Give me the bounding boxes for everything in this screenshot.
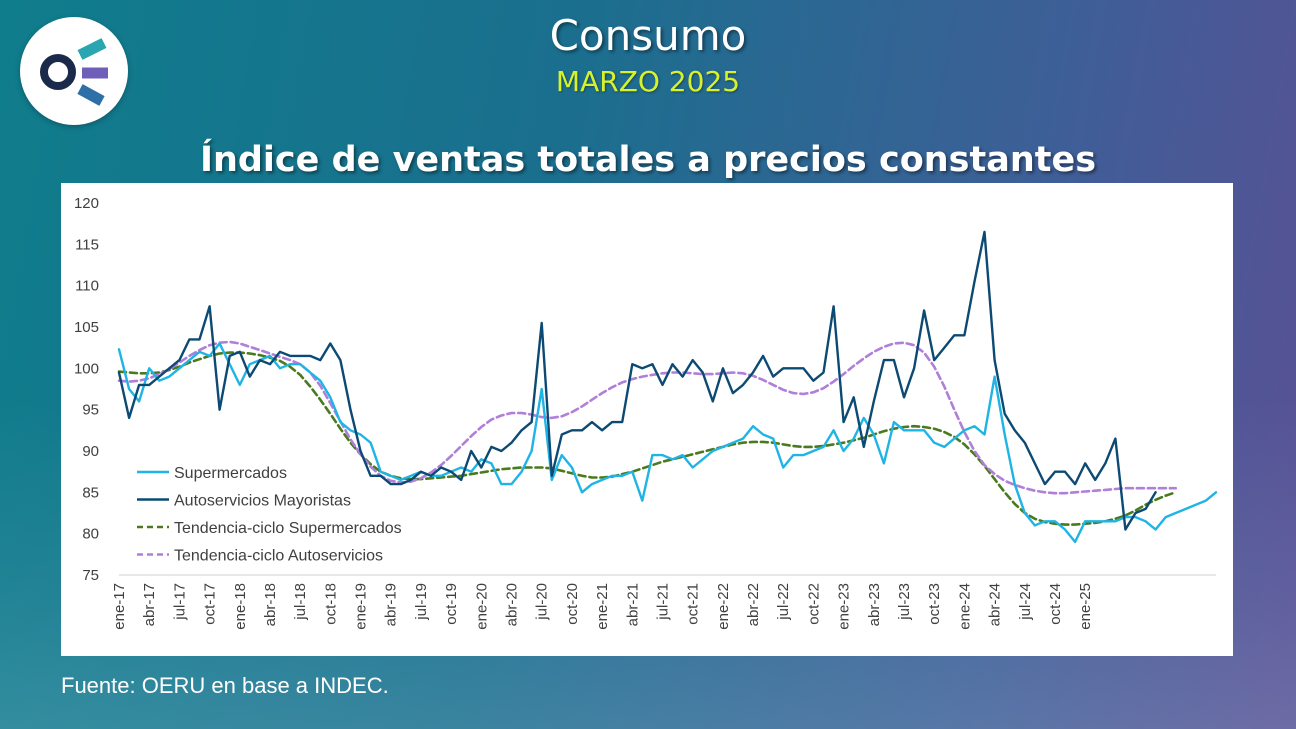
- x-tick-label: abr-18: [262, 583, 279, 626]
- x-tick-label: jul-24: [1017, 583, 1034, 621]
- x-tick-label: ene-25: [1077, 583, 1094, 630]
- legend-label: Supermercados: [174, 465, 287, 482]
- x-tick-label: ene-24: [956, 583, 973, 630]
- chart-panel: 75 80 85 90 95 100 105 110 115 120 ene-17 abr-17 ju…: [61, 183, 1233, 656]
- y-tick-label: 85: [82, 484, 99, 501]
- x-tick-label: ene-23: [836, 583, 853, 630]
- x-tick-label: ene-17: [111, 583, 128, 630]
- x-tick-label: ene-22: [715, 583, 732, 630]
- x-tick-label: jul-21: [654, 583, 671, 621]
- series-line-3: [117, 340, 1177, 495]
- y-tick-label: 80: [82, 526, 99, 543]
- x-tick-label: oct-22: [805, 583, 822, 625]
- y-tick-label: 75: [82, 567, 99, 584]
- x-tick-label: jul-23: [896, 583, 913, 621]
- header-title: Consumo: [549, 11, 747, 60]
- line-chart: 75 80 85 90 95 100 105 110 115 120 ene-17 abr-17 ju…: [74, 195, 1218, 630]
- x-tick-label: jul-18: [292, 583, 309, 621]
- legend: Supermercados Autoservicios Mayoristas Ten…: [137, 465, 402, 565]
- legend-label: Autoservicios Mayoristas: [174, 493, 351, 510]
- header-subtitle: MARZO 2025: [555, 65, 741, 98]
- y-tick-label: 90: [82, 443, 99, 460]
- x-tick-label: oct-19: [443, 583, 460, 625]
- x-tick-label: oct-17: [202, 583, 219, 625]
- x-tick-label: oct-23: [926, 583, 943, 625]
- x-tick-label: jul-19: [413, 583, 430, 621]
- y-tick-label: 115: [75, 236, 99, 253]
- x-tick-label: abr-21: [624, 583, 641, 626]
- oeru-logo-icon: [40, 38, 108, 106]
- x-tick-label: jul-17: [171, 583, 188, 621]
- series-line-1: [117, 230, 1157, 531]
- x-tick-label: jul-20: [534, 583, 551, 621]
- legend-label: Tendencia-ciclo Autoservicios: [174, 548, 383, 565]
- x-tick-label: oct-21: [685, 583, 702, 625]
- x-tick-label: oct-20: [564, 583, 581, 625]
- oeru-logo: [20, 17, 128, 125]
- y-tick-label: 100: [74, 360, 99, 377]
- legend-label: Tendencia-ciclo Supermercados: [174, 520, 402, 537]
- y-tick-label: 120: [74, 195, 99, 212]
- y-tick-label: 110: [75, 278, 99, 295]
- series-line-0: [117, 342, 1218, 544]
- x-tick-label: oct-18: [322, 583, 339, 625]
- y-tick-label: 95: [82, 402, 99, 419]
- x-tick-label: ene-18: [232, 583, 249, 630]
- x-tick-label: oct-24: [1047, 583, 1064, 625]
- x-tick-label: abr-19: [383, 583, 400, 626]
- x-tick-label: abr-23: [866, 583, 883, 626]
- y-tick-label: 105: [74, 319, 99, 336]
- x-tick-label: abr-24: [987, 583, 1004, 626]
- x-tick-label: abr-22: [745, 583, 762, 626]
- source-note: Fuente: OERU en base a INDEC.: [61, 673, 389, 698]
- x-tick-label: ene-21: [594, 583, 611, 630]
- x-tick-label: ene-19: [353, 583, 370, 630]
- y-axis: 75 80 85 90 95 100 105 110 115 120: [74, 195, 99, 584]
- x-axis: ene-17 abr-17 jul-17 oct-17 ene-18 abr-18 jul-…: [111, 574, 1216, 630]
- x-tick-label: ene-20: [473, 583, 490, 630]
- x-tick-label: abr-17: [141, 583, 158, 626]
- series-line-2: [117, 351, 1177, 526]
- series-layer: [117, 230, 1218, 544]
- x-tick-label: abr-20: [504, 583, 521, 626]
- x-tick-label: jul-22: [775, 583, 792, 621]
